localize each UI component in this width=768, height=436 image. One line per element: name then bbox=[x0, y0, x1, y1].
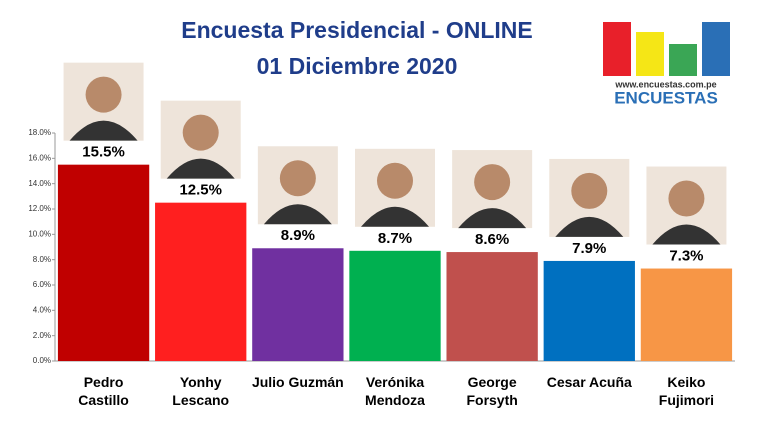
logo-url: www.encuestas.com.pe bbox=[614, 79, 716, 89]
photo-head bbox=[85, 76, 122, 113]
photo-head bbox=[377, 162, 413, 199]
y-tick-label: 6.0% bbox=[33, 280, 51, 289]
y-tick-label: 16.0% bbox=[28, 153, 51, 162]
logo-bar bbox=[636, 32, 664, 76]
y-tick-label: 10.0% bbox=[28, 229, 51, 238]
x-tick-label: Yonhy Lescano bbox=[172, 374, 230, 408]
photo-head bbox=[474, 164, 511, 201]
value-label: 8.7% bbox=[378, 230, 412, 247]
value-label: 7.9% bbox=[572, 240, 606, 257]
photo-body bbox=[69, 120, 138, 141]
bar bbox=[446, 252, 538, 361]
x-tick-label: Julio Guzmán bbox=[251, 374, 344, 390]
value-label: 7.3% bbox=[669, 248, 703, 265]
logo-bar bbox=[702, 22, 730, 76]
value-label: 12.5% bbox=[179, 182, 222, 199]
chart-subtitle: 01 Diciembre 2020 bbox=[257, 53, 458, 79]
y-tick-label: 18.0% bbox=[28, 128, 51, 137]
logo-bar bbox=[669, 44, 697, 76]
x-tick-label: Keiko Fujimori bbox=[658, 374, 715, 408]
photo-head bbox=[668, 180, 705, 217]
bar bbox=[349, 250, 441, 361]
bar bbox=[543, 260, 635, 361]
photo-head bbox=[182, 114, 219, 151]
y-tick-label: 4.0% bbox=[33, 305, 51, 314]
x-tick-label: George Forsyth bbox=[466, 374, 518, 408]
bar bbox=[640, 268, 733, 361]
photo-head bbox=[279, 160, 316, 197]
value-label: 15.5% bbox=[82, 144, 125, 161]
x-tick-label: Verónika Mendoza bbox=[365, 374, 425, 408]
bar bbox=[57, 164, 150, 361]
photo-body bbox=[361, 206, 429, 227]
y-tick-label: 14.0% bbox=[28, 179, 51, 188]
photo-body bbox=[166, 158, 235, 179]
bar bbox=[155, 202, 247, 361]
y-tick-label: 12.0% bbox=[28, 204, 51, 213]
value-label: 8.6% bbox=[475, 231, 509, 248]
x-tick-label: Pedro Castillo bbox=[78, 374, 129, 408]
y-tick-label: 2.0% bbox=[33, 331, 51, 340]
photo-head bbox=[571, 172, 608, 209]
logo-bar bbox=[603, 22, 631, 76]
bar bbox=[252, 248, 344, 361]
photo-body bbox=[652, 224, 721, 245]
photo-body bbox=[458, 208, 527, 229]
x-tick-label: Cesar Acuña bbox=[546, 374, 632, 390]
logo: www.encuestas.com.pe ENCUESTAS bbox=[603, 22, 730, 107]
photo-body bbox=[555, 216, 624, 237]
value-label: 8.9% bbox=[281, 227, 315, 244]
photo-body bbox=[263, 204, 332, 225]
chart-title: Encuesta Presidencial - ONLINE bbox=[181, 17, 533, 43]
logo-name: ENCUESTAS bbox=[614, 88, 718, 107]
y-tick-label: 0.0% bbox=[33, 356, 51, 365]
y-tick-label: 8.0% bbox=[33, 255, 51, 264]
